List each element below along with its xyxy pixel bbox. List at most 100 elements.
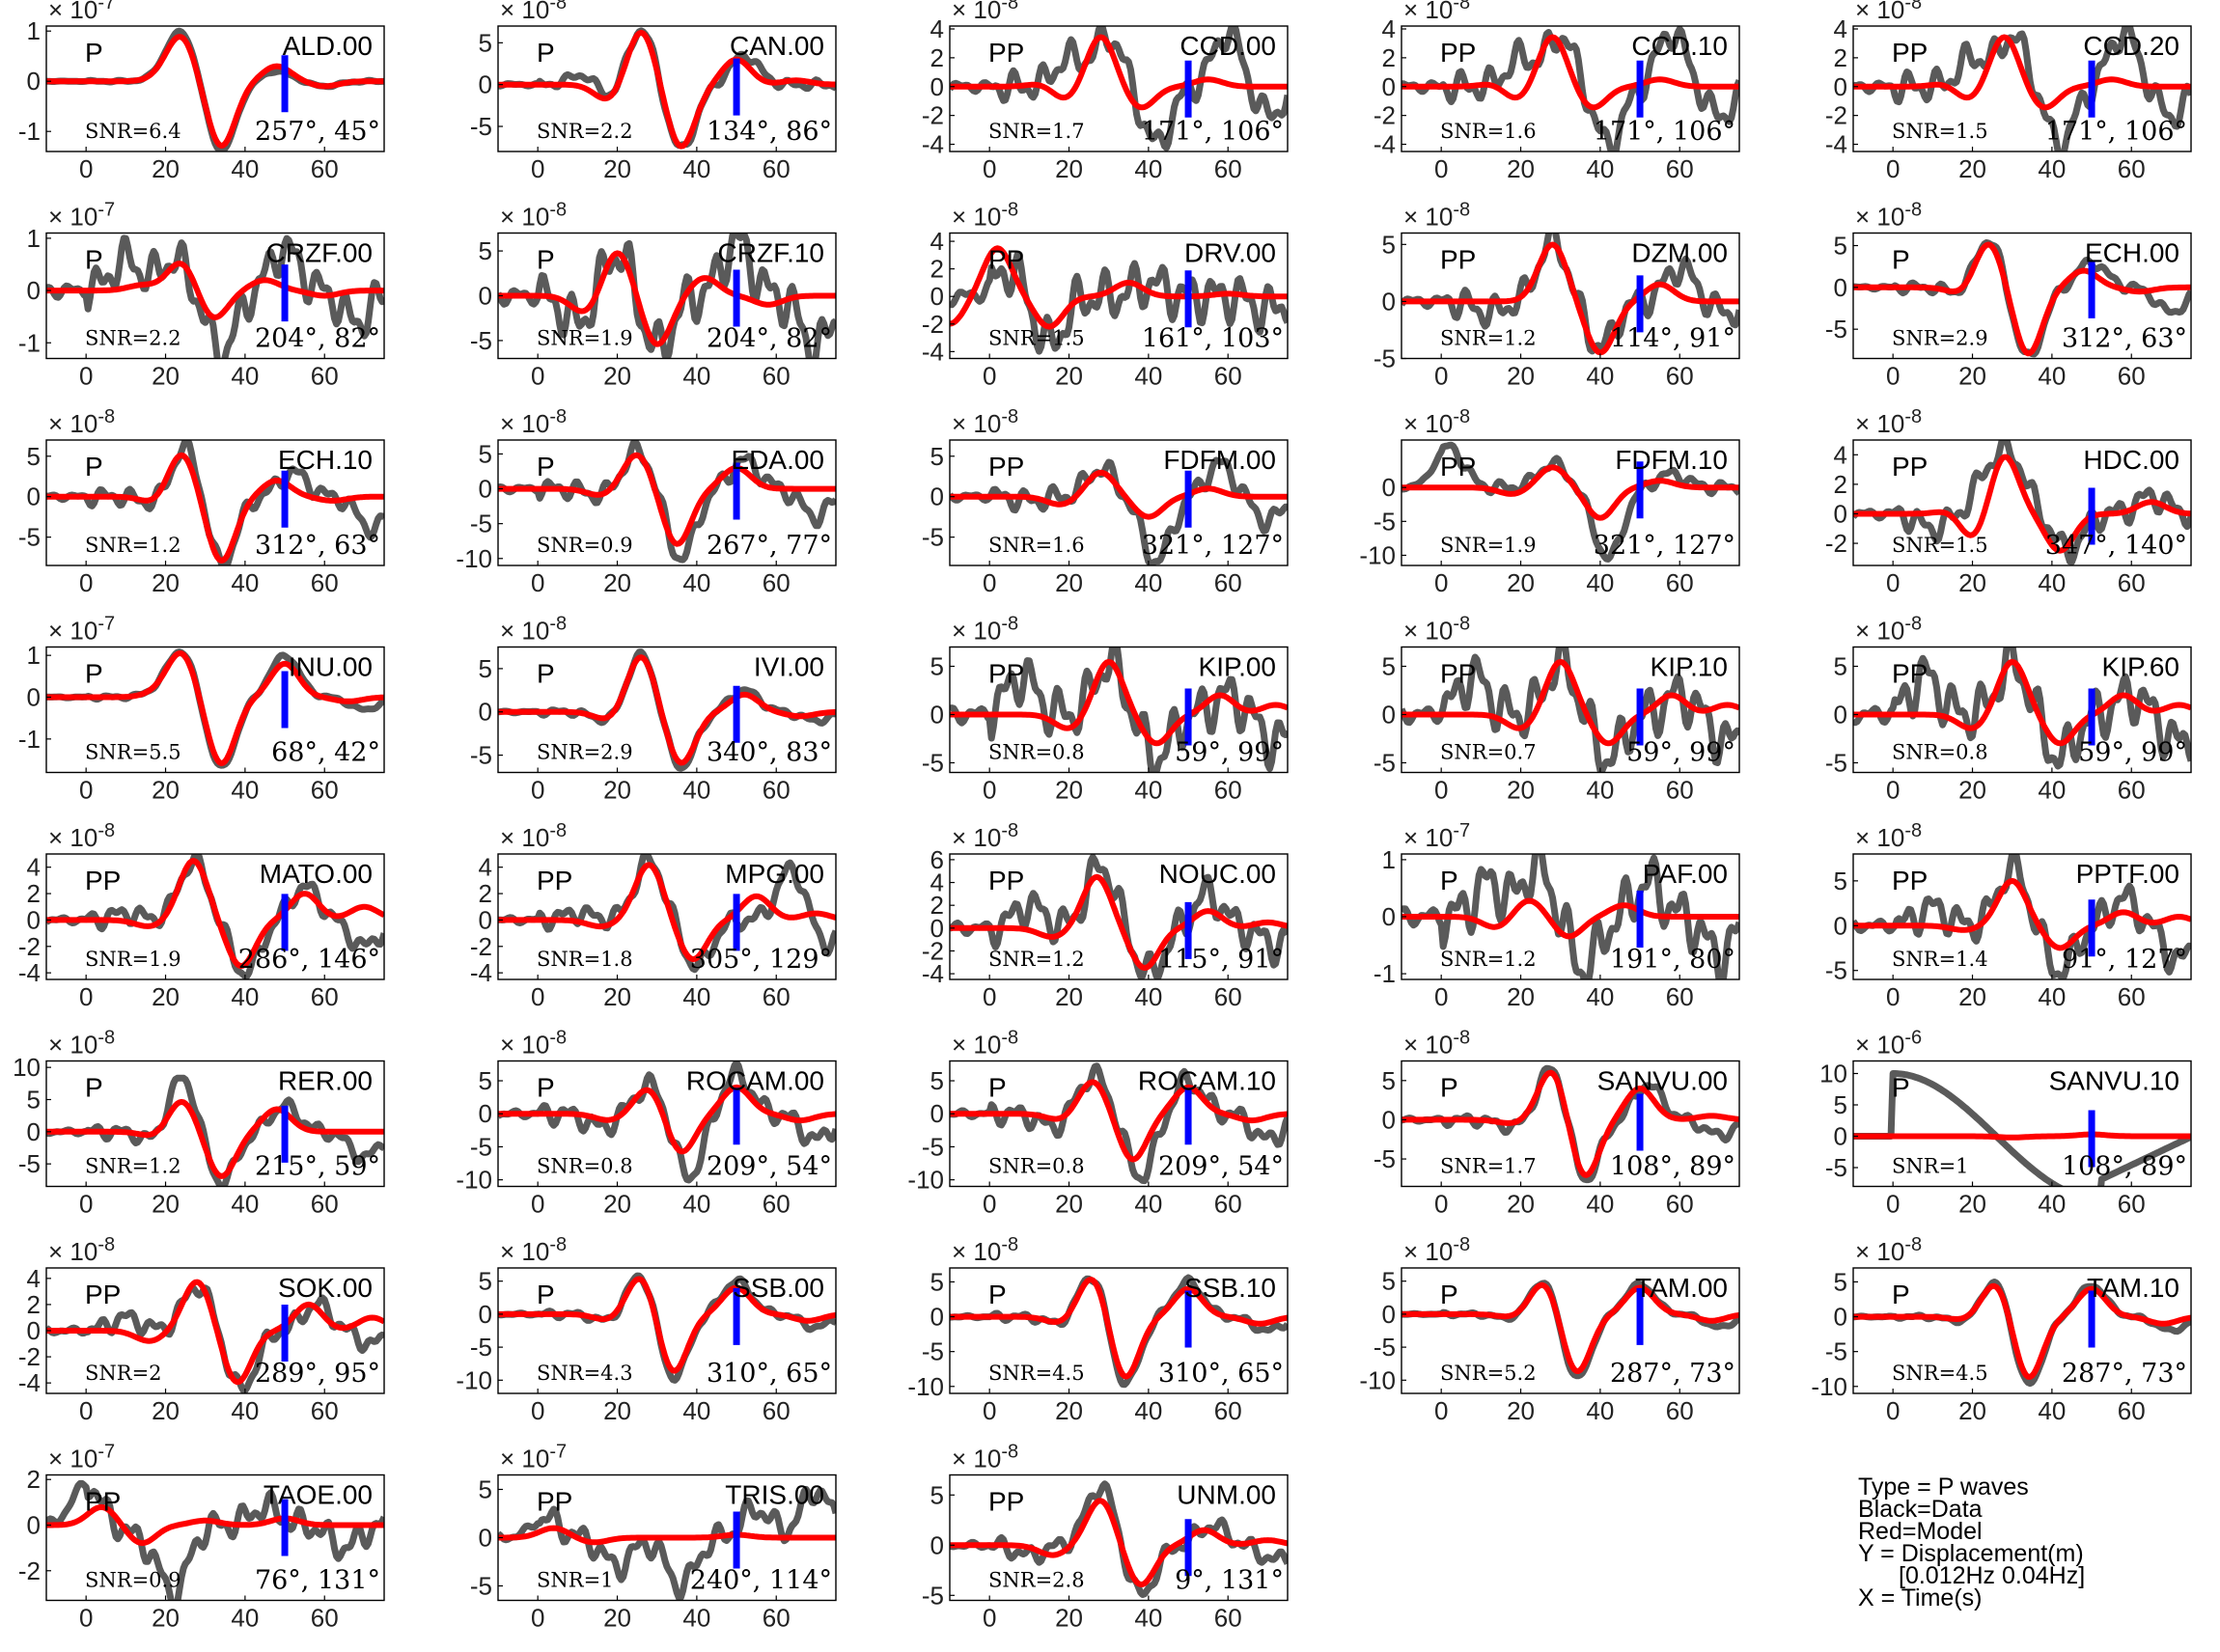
y-tick-label: 5 <box>479 236 492 265</box>
panel-ald-00: 0 20 40 60 -1 0 1 × 10-7 ALD.00 P SNR=6.4 257°, 45° <box>18 0 385 183</box>
station-label: TAM.10 <box>2087 1273 2179 1303</box>
x-tick-label: 20 <box>1055 568 1083 597</box>
x-tick-label: 60 <box>763 776 791 805</box>
panel-fdfm-00: 0 20 40 60 -5 0 5 × 10-8 FDFM.00 PP SNR=1.6 321°, 1… <box>922 406 1289 597</box>
angle-label: 209°, 54° <box>1158 1152 1284 1182</box>
y-tick-label: -4 <box>18 958 41 987</box>
x-tick-label: 60 <box>1666 362 1694 391</box>
y-exponent-label: × 10-7 <box>1403 820 1470 852</box>
station-label: MPG.00 <box>725 859 824 889</box>
y-exponent-power: -8 <box>549 406 567 427</box>
axes-box <box>497 646 837 774</box>
angle-label: 204°, 82° <box>707 324 832 354</box>
y-tick-label: 2 <box>27 1465 41 1494</box>
y-exponent-label: × 10-8 <box>1403 0 1470 24</box>
snr-label: SNR=1.5 <box>1892 534 1988 557</box>
y-tick-label: 0 <box>930 701 944 730</box>
x-tick-label: 0 <box>1886 362 1900 391</box>
model-trace <box>950 873 1288 971</box>
station-label: NOUC.00 <box>1159 859 1276 889</box>
panel-fdfm-10: 0 20 40 60 -10 -5 0 × 10-8 FDFM.10 PP SNR=1.9 321°,… <box>1359 406 1740 597</box>
y-tick-label: 2 <box>930 891 944 920</box>
y-exponent-power: -7 <box>97 200 115 221</box>
station-label: ROCAM.00 <box>686 1066 824 1096</box>
y-tick-label: -4 <box>18 1368 41 1397</box>
y-exponent-label: × 10-7 <box>48 1442 115 1473</box>
x-tick-label: 40 <box>1134 982 1162 1011</box>
x-tick-label: 60 <box>1214 776 1242 805</box>
snr-label: SNR=4.5 <box>1892 1362 1988 1385</box>
x-tick-label: 40 <box>1134 154 1162 183</box>
angle-label: 340°, 83° <box>707 738 832 768</box>
x-tick-label: 40 <box>1586 154 1614 183</box>
phase-label: PP <box>1892 452 1928 482</box>
snr-label: SNR=1.7 <box>1440 1155 1537 1178</box>
y-exponent-label: × 10-8 <box>1855 406 1922 438</box>
station-label: DRV.00 <box>1184 238 1276 268</box>
axes-box <box>497 1267 837 1394</box>
y-exponent-label: × 10-8 <box>1403 406 1470 438</box>
axes-box <box>1852 232 2192 360</box>
snr-label: SNR=2.9 <box>1892 327 1988 350</box>
y-tick-label: 6 <box>930 845 944 874</box>
model-trace <box>1401 34 1739 111</box>
x-tick-label: 0 <box>1434 1396 1448 1425</box>
phase-label: P <box>1892 1073 1910 1103</box>
y-tick-label: 5 <box>479 439 492 468</box>
y-exponent-power: -7 <box>97 0 115 14</box>
x-tick-label: 40 <box>231 776 259 805</box>
x-tick-label: 20 <box>1507 154 1535 183</box>
legend: Type = P waves Black=Data Red=Model Y = … <box>1858 1475 2085 1611</box>
model-trace <box>1853 1131 2191 1141</box>
snr-label: SNR=0.9 <box>537 534 633 557</box>
y-tick-label: 4 <box>930 868 944 897</box>
snr-label: SNR=1 <box>1892 1155 1969 1178</box>
y-tick-label: -10 <box>907 1372 944 1401</box>
axes-box <box>45 439 385 566</box>
y-exponent-power: -7 <box>97 614 115 635</box>
x-tick-label: 60 <box>1214 362 1242 391</box>
phase-label: PP <box>1892 38 1928 68</box>
station-label: SANVU.10 <box>2049 1066 2179 1096</box>
y-exponent-label: × 10-8 <box>952 1442 1018 1473</box>
model-trace <box>498 1276 836 1374</box>
y-exponent-label: × 10-8 <box>500 406 567 438</box>
y-tick-label: -5 <box>1825 315 1847 344</box>
snr-label: SNR=1.9 <box>537 327 633 350</box>
angle-label: 287°, 73° <box>1610 1359 1735 1389</box>
y-tick-label: 0 <box>479 1300 492 1329</box>
axes-box <box>1401 232 1740 360</box>
y-tick-label: 1 <box>27 16 41 45</box>
station-label: CCD.20 <box>2083 31 2179 61</box>
y-exponent-label: × 10-7 <box>500 1442 567 1473</box>
model-trace <box>950 1498 1288 1587</box>
y-tick-label: 0 <box>27 1316 41 1345</box>
y-tick-label: -4 <box>922 130 944 159</box>
model-trace <box>498 452 836 547</box>
y-tick-label: 0 <box>930 1530 944 1559</box>
y-tick-label: 0 <box>930 72 944 101</box>
x-tick-label: 60 <box>311 776 339 805</box>
y-tick-label: -4 <box>1374 130 1396 159</box>
model-trace <box>498 654 836 766</box>
angle-label: 59°, 99° <box>1626 738 1735 768</box>
y-tick-label: 5 <box>479 1475 492 1504</box>
station-label: ECH.00 <box>2085 238 2179 268</box>
x-tick-label: 40 <box>682 1396 710 1425</box>
y-tick-label: -10 <box>456 1365 492 1394</box>
x-tick-label: 60 <box>311 154 339 183</box>
y-tick-label: 0 <box>27 905 41 934</box>
y-exponent-label: × 10-8 <box>952 0 1018 24</box>
station-label: KIP.10 <box>1651 652 1728 682</box>
y-tick-label: -5 <box>1825 749 1847 778</box>
y-tick-label: 4 <box>1834 440 1847 469</box>
model-trace <box>1853 658 2191 747</box>
x-tick-label: 60 <box>2118 982 2146 1011</box>
x-tick-label: 20 <box>1958 568 1986 597</box>
x-tick-label: 0 <box>531 776 544 805</box>
y-tick-label: -5 <box>1825 956 1847 985</box>
x-tick-label: 40 <box>682 776 710 805</box>
angle-label: 171°, 106° <box>2045 117 2187 147</box>
x-tick-label: 40 <box>1586 362 1614 391</box>
